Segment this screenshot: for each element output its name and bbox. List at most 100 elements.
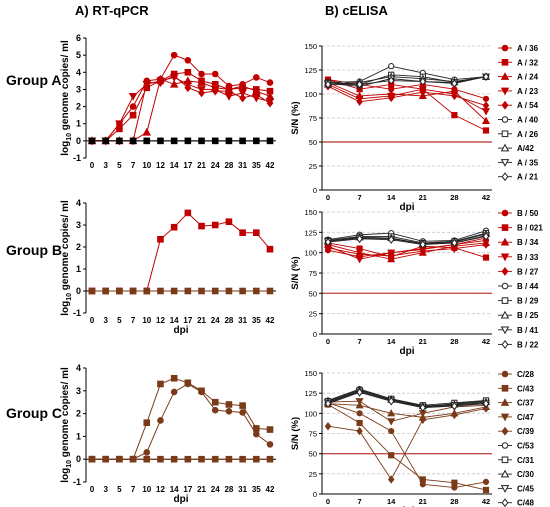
x-tick-label: 0	[326, 337, 330, 346]
data-point	[324, 237, 332, 247]
series-line	[327, 83, 487, 112]
series-line	[92, 76, 271, 142]
legend-label: C/30	[517, 470, 534, 479]
data-point	[451, 112, 458, 119]
data-point	[253, 287, 260, 295]
data-point	[170, 455, 178, 463]
y-tick-label: 5	[76, 50, 81, 60]
group-b-label: Group B	[6, 242, 62, 258]
legend-label: B / 34	[517, 238, 539, 247]
data-point	[225, 455, 233, 463]
data-point	[482, 101, 490, 110]
x-tick-label: 12	[156, 161, 165, 170]
legend-marker	[500, 469, 510, 478]
legend-label: A/42	[517, 144, 534, 153]
data-point	[102, 287, 109, 295]
data-point	[253, 229, 260, 236]
data-point	[387, 475, 395, 484]
data-point	[451, 410, 458, 420]
data-point	[356, 426, 363, 436]
data-point	[482, 127, 490, 134]
x-axis-title: dpi	[400, 202, 415, 213]
data-point	[143, 78, 151, 87]
data-point	[356, 234, 363, 244]
data-point	[266, 137, 274, 145]
data-point	[211, 137, 219, 145]
data-point	[482, 486, 490, 494]
y-tick-label: 2	[76, 409, 81, 419]
y-tick-label: 150	[304, 42, 317, 51]
legend-marker	[500, 310, 510, 319]
data-point	[129, 455, 137, 463]
y-axis-title-rest: genome copies/ ml	[60, 200, 71, 293]
y-tick-label: 150	[304, 369, 317, 378]
y-tick-label: 4	[76, 363, 81, 373]
y-tick-label: 1	[76, 431, 81, 441]
y-axis-title-sub: 10	[66, 293, 73, 301]
legend-marker	[501, 498, 509, 507]
y-tick-label: 1	[76, 119, 81, 129]
data-point	[143, 455, 151, 463]
legend-label: C/39	[517, 427, 534, 436]
data-point	[143, 419, 151, 427]
y-tick-label: 50	[309, 138, 317, 147]
legend-label: C/28	[517, 370, 534, 379]
data-point	[184, 68, 192, 76]
data-point	[482, 404, 490, 413]
data-point	[239, 402, 246, 409]
data-point	[451, 401, 458, 411]
data-point	[143, 137, 151, 145]
legend-label: C/47	[517, 413, 534, 422]
y-tick-label: 0	[76, 286, 81, 296]
data-point	[116, 287, 123, 295]
legend-marker	[500, 72, 510, 80]
x-tick-label: 42	[266, 161, 275, 170]
legend-label: B / 29	[517, 297, 539, 306]
y-axis-title: log10 genome copies/ ml	[60, 40, 73, 156]
series-line	[327, 391, 487, 408]
x-tick-label: 31	[238, 161, 247, 170]
x-tick-label: 14	[170, 316, 179, 325]
series-line	[327, 408, 487, 481]
legend-label: B / 44	[517, 282, 539, 291]
y-tick-label: 3	[76, 386, 81, 396]
data-point	[451, 79, 458, 88]
y-tick-label: 100	[304, 249, 317, 258]
y-tick-label: -1	[73, 308, 81, 318]
x-tick-label: 21	[197, 485, 206, 494]
y-tick-label: 100	[304, 409, 317, 418]
legend-label: A / 24	[517, 73, 539, 82]
data-point	[170, 388, 178, 396]
series-line	[327, 79, 487, 100]
data-point	[482, 72, 490, 81]
data-point	[211, 86, 219, 96]
chart-cel-group-b: 0 25 50 75 100 125 150 0 7 14 21 28 42 dpi S/N (%) B / …	[290, 208, 543, 357]
x-tick-label: 28	[450, 337, 458, 346]
legend-label: B / 27	[517, 267, 539, 276]
y-tick-label: 0	[76, 454, 81, 464]
legend-marker	[501, 116, 509, 123]
data-point	[419, 415, 427, 425]
legend-marker	[501, 224, 509, 231]
legend-marker	[501, 282, 509, 290]
y-axis-title: S/N (%)	[290, 256, 301, 289]
legend-marker	[501, 370, 509, 378]
data-point	[239, 287, 246, 295]
legend-marker	[500, 143, 510, 152]
y-tick-label: 4	[76, 67, 81, 77]
data-point	[116, 137, 123, 145]
legend-marker	[500, 87, 510, 96]
data-point	[129, 103, 137, 110]
x-tick-label: 14	[170, 485, 179, 494]
x-tick-label: 42	[482, 497, 490, 506]
series-line	[92, 377, 271, 460]
series-line	[327, 79, 487, 131]
x-tick-label: 14	[387, 337, 396, 346]
data-point	[482, 95, 490, 102]
legend-marker	[501, 130, 509, 138]
legend-label: C/53	[517, 442, 534, 451]
x-tick-label: 10	[142, 316, 151, 325]
